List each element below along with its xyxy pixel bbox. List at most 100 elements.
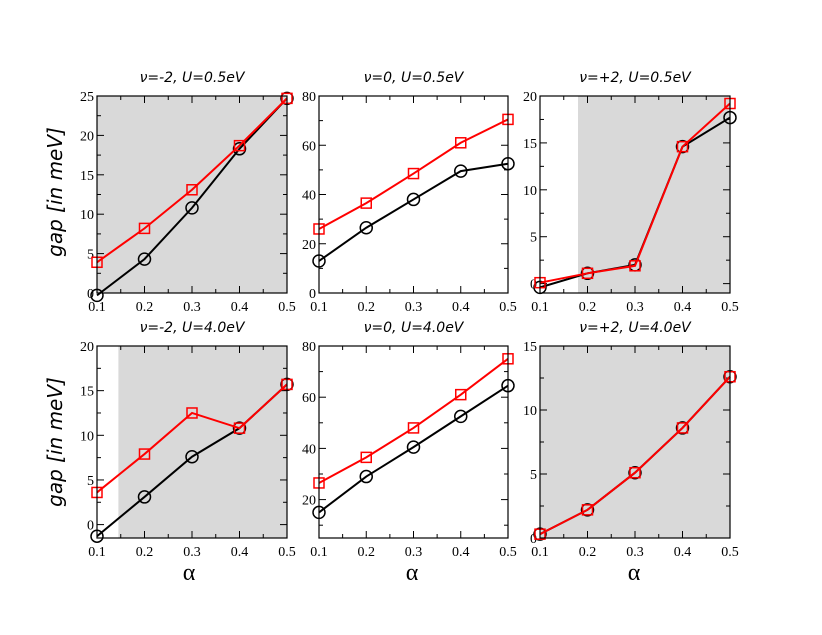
- x-tick-label: 0.2: [579, 300, 597, 315]
- series-line-squares: [96, 383, 288, 494]
- data-point-circle: [137, 490, 152, 504]
- x-tick-label: 0.4: [674, 300, 692, 315]
- y-tick-label: 10: [523, 184, 537, 199]
- x-tick-label: 0.1: [88, 545, 106, 560]
- series-line-squares: [96, 97, 288, 264]
- data-point-circle: [232, 142, 247, 156]
- series-line-squares: [539, 102, 731, 284]
- y-tick-label: 20: [80, 129, 94, 144]
- x-tick-label: 0.1: [531, 300, 549, 315]
- data-point-square: [581, 504, 594, 516]
- y-tick-label: 15: [80, 169, 94, 184]
- data-point-circle: [359, 220, 373, 235]
- y-tick-label: 25: [80, 90, 94, 105]
- plot-frame: [96, 345, 288, 539]
- y-tick-label: 20: [302, 494, 316, 509]
- plot-frame: [539, 345, 731, 539]
- data-point-circle: [454, 164, 468, 178]
- x-tick-label: 0.1: [531, 545, 549, 560]
- data-point-square: [455, 137, 467, 149]
- x-tick-label: 0.5: [499, 300, 517, 315]
- x-tick-label: 0.4: [674, 545, 692, 560]
- y-tick-label: 15: [80, 385, 94, 400]
- x-tick-label: 0.2: [358, 545, 376, 560]
- data-point-circle: [406, 192, 421, 207]
- x-tick-label: 0.1: [310, 300, 328, 315]
- panel-title: ν=0, U=0.5eV: [364, 70, 465, 86]
- data-point-square: [676, 140, 689, 153]
- x-tick-label: 0.4: [231, 545, 249, 560]
- x-tick-label: 0.3: [626, 545, 644, 560]
- x-tick-label: 0.3: [405, 545, 423, 560]
- data-point-square: [233, 422, 246, 434]
- data-point-circle: [185, 201, 199, 215]
- data-point-square: [629, 260, 641, 272]
- panel-title: ν=0, U=4.0eV: [364, 320, 465, 336]
- data-point-square: [407, 422, 420, 434]
- data-point-square: [676, 422, 689, 434]
- series-line-circles: [318, 162, 509, 262]
- y-tick-label: 20: [80, 340, 94, 355]
- data-point-square: [360, 451, 372, 464]
- data-point-square: [360, 197, 372, 209]
- y-tick-label: 40: [302, 189, 316, 204]
- y-tick-label: 15: [523, 137, 537, 152]
- data-point-square: [581, 267, 594, 280]
- x-tick-label: 0.3: [405, 300, 423, 315]
- panel-bottom-right: 0.1 0.2 0.3 0.4 0.5 0 5 10 15 ν=+2, U=4.0eV: [523, 320, 739, 560]
- plot-frame: [96, 95, 288, 294]
- data-point-circle: [406, 440, 421, 454]
- panel-title: ν=-2, U=0.5eV: [140, 70, 246, 86]
- x-tick-label: 0.2: [579, 545, 597, 560]
- panel-bottom-middle: 0.1 0.2 0.3 0.4 0.5 20 40 60 80 ν=0, U=4.0eV: [302, 320, 517, 560]
- data-point-square: [407, 167, 420, 180]
- y-tick-label: 0: [530, 532, 537, 547]
- x-tick-label: 0.5: [278, 300, 296, 315]
- panel-bottom-left: 0.1 0.2 0.3 0.4 0.5 0 5 10 15 20 ν=-2, U=4.0eV: [80, 320, 296, 560]
- x-tick-label: 0.5: [278, 545, 296, 560]
- series-line-circles: [96, 97, 288, 297]
- panel-title: ν=+2, U=4.0eV: [579, 320, 692, 336]
- y-tick-label: 80: [302, 340, 316, 355]
- x-tick-label: 0.2: [136, 300, 154, 315]
- panel-top-right: 0.1 0.2 0.3 0.4 0.5 0 5 10 15 20 ν=+2, U=0.5eV: [523, 70, 739, 315]
- x-tick-label: 0.3: [626, 300, 644, 315]
- x-tick-label: 0.3: [183, 545, 201, 560]
- x-tick-label: 0.4: [452, 300, 470, 315]
- y-tick-label: 5: [530, 231, 537, 246]
- panel-title: ν=+2, U=0.5eV: [579, 70, 692, 86]
- y-tick-label: 60: [302, 139, 316, 154]
- data-point-circle: [580, 503, 595, 517]
- y-tick-label: 60: [302, 391, 316, 406]
- data-point-circle: [628, 465, 642, 480]
- y-tick-label: 5: [87, 248, 94, 263]
- data-point-circle: [359, 469, 373, 484]
- shaded-region: [578, 96, 730, 293]
- x-tick-label: 0.2: [358, 300, 376, 315]
- panel-top-middle: 0.1 0.2 0.3 0.4 0.5 0 20 40 60 80 ν=0, U=0.5eV: [302, 70, 517, 315]
- x-tick-label: 0.1: [88, 300, 106, 315]
- data-point-circle: [675, 421, 690, 435]
- x-axis-label-middle: α: [406, 560, 419, 586]
- y-axis-label-top: gap [in meV]: [43, 127, 67, 257]
- data-point-circle: [185, 449, 199, 464]
- x-tick-label: 0.3: [183, 300, 201, 315]
- shaded-region: [540, 346, 730, 538]
- data-point-square: [138, 222, 151, 235]
- data-point-square: [455, 388, 467, 401]
- x-tick-label: 0.5: [721, 545, 739, 560]
- x-tick-label: 0.1: [310, 545, 328, 560]
- data-point-circle: [454, 409, 468, 424]
- plot-frame: [318, 95, 509, 294]
- y-tick-label: 5: [530, 468, 537, 483]
- x-axis-label-right: α: [628, 560, 641, 586]
- series-line-circles: [318, 384, 509, 514]
- y-tick-label: 40: [302, 442, 316, 457]
- x-tick-label: 0.5: [721, 300, 739, 315]
- y-tick-label: 15: [523, 340, 537, 355]
- x-tick-label: 0.5: [499, 545, 517, 560]
- data-point-circle: [232, 421, 247, 435]
- series-line-squares: [539, 376, 731, 536]
- x-tick-label: 0.4: [452, 545, 470, 560]
